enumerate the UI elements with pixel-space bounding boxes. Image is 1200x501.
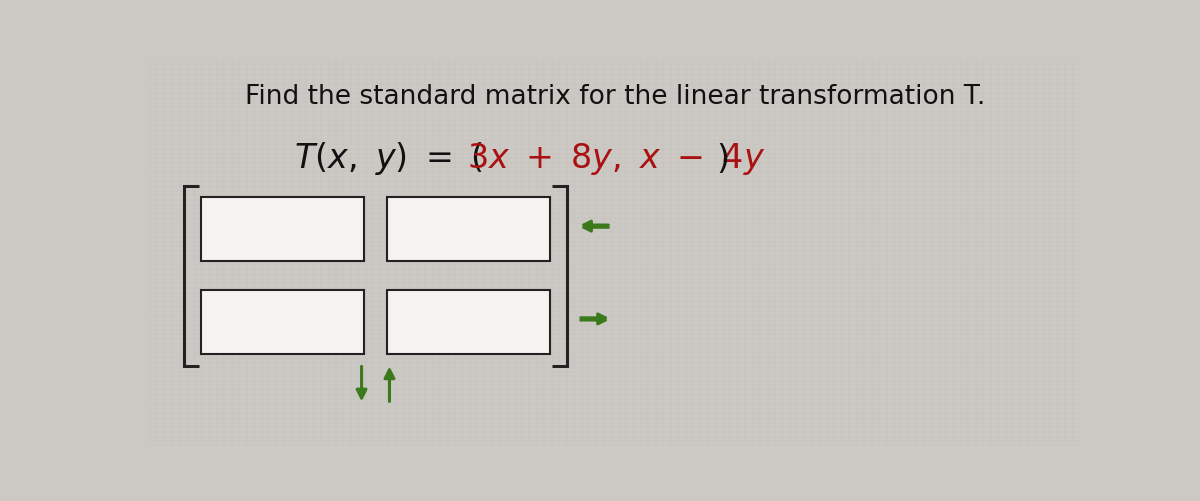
Text: Find the standard matrix for the linear transformation T.: Find the standard matrix for the linear … — [245, 84, 985, 110]
Bar — [202, 198, 364, 262]
Bar — [388, 198, 550, 262]
Text: $3x\ +\ 8y,\ x\ -\ 4y$: $3x\ +\ 8y,\ x\ -\ 4y$ — [467, 140, 766, 176]
Bar — [202, 291, 364, 354]
Text: $T(x,\ y)\ =\ ($: $T(x,\ y)\ =\ ($ — [294, 140, 484, 177]
Text: $)$: $)$ — [716, 141, 728, 175]
Bar — [388, 291, 550, 354]
